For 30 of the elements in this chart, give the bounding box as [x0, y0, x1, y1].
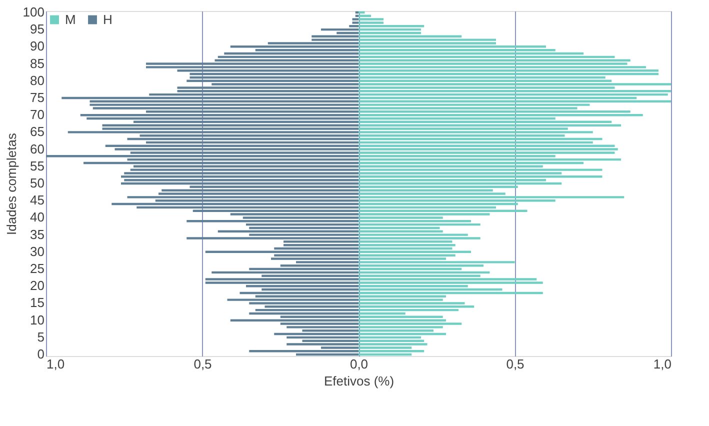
y-tick-label: 15	[30, 295, 44, 310]
y-tick-label: 25	[30, 261, 44, 276]
y-tick-label: 70	[30, 107, 44, 122]
x-tick-label: 1,0	[46, 356, 65, 372]
y-tick-label: 95	[30, 22, 44, 37]
x-tick-label: 0,5	[506, 356, 524, 372]
x-tick-label: 1,0	[653, 356, 672, 372]
y-tick-label: 85	[30, 56, 44, 71]
y-tick-label: 45	[30, 192, 44, 208]
y-tick-label: 50	[30, 176, 44, 190]
y-tick-label: 65	[30, 124, 44, 140]
legend-label: M	[65, 12, 76, 27]
y-tick-label: 55	[30, 158, 44, 174]
y-tick-label: 35	[30, 226, 44, 242]
y-axis-title: Idades completas	[4, 132, 19, 235]
legend-label: H	[103, 12, 112, 27]
y-tick-label: 30	[30, 244, 44, 259]
y-tick-label: 40	[30, 210, 44, 225]
y-tick-label: 5	[37, 329, 44, 344]
y-tick-label: 0	[37, 346, 44, 362]
y-tick-label: 90	[30, 38, 44, 54]
y-tick-label: 20	[30, 278, 44, 294]
y-tick-label: 100	[22, 4, 44, 20]
x-axis-title: Efetivos (%)	[324, 374, 394, 388]
y-tick-label: 60	[30, 141, 44, 156]
x-tick-label: 0,5	[194, 356, 212, 372]
y-tick-label: 10	[30, 312, 44, 328]
x-tick-label: 0,0	[350, 356, 368, 372]
y-tick-label: 80	[30, 72, 44, 88]
y-tick-label: 75	[30, 90, 44, 105]
